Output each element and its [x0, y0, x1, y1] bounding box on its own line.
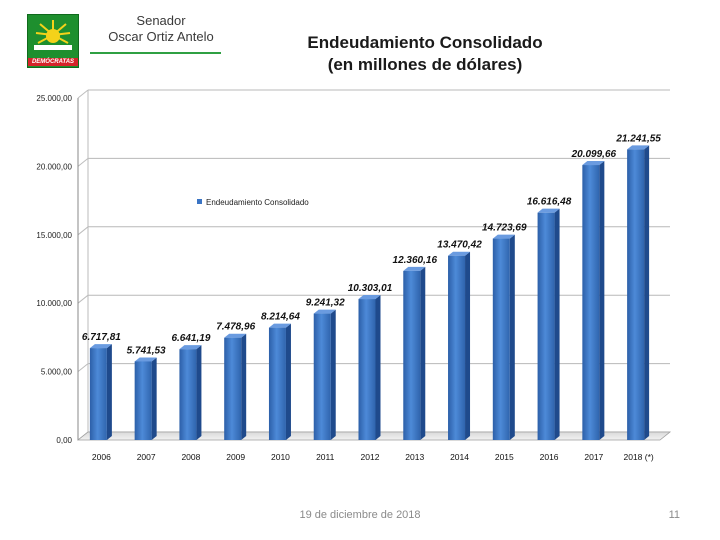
bar [492, 238, 510, 440]
gridline-depth [77, 158, 89, 167]
x-tick-label: 2011 [316, 452, 335, 462]
data-label: 9.241,32 [306, 298, 345, 309]
bar-side [465, 251, 471, 440]
bar-top [313, 309, 336, 314]
x-tick-label: 2006 [92, 452, 111, 462]
sun-icon [34, 20, 72, 50]
bar-top [492, 234, 515, 239]
bar [358, 299, 376, 440]
data-label: 6.717,81 [82, 332, 121, 343]
data-label: 10.303,01 [348, 283, 393, 294]
data-label: 12.360,16 [393, 255, 438, 266]
bar [268, 327, 286, 440]
x-tick-label: 2013 [405, 452, 424, 462]
bar [403, 270, 421, 440]
bar [224, 337, 242, 440]
gridline-depth [77, 363, 89, 372]
bar-top [627, 145, 650, 150]
bar-side [375, 295, 381, 440]
bar [313, 313, 331, 440]
chart-title-block: Endeudamiento Consolidado (en millones d… [250, 32, 600, 76]
x-tick-label: 2008 [181, 452, 200, 462]
gridline-depth [77, 294, 89, 304]
data-label: 8.214,64 [261, 312, 300, 323]
y-tick-label: 0,00 [56, 436, 72, 445]
bar-top [179, 345, 202, 350]
x-tick-label: 2012 [361, 452, 380, 462]
bar-side [509, 234, 515, 440]
bar [537, 212, 555, 440]
bar-top [224, 333, 247, 338]
bar-side [196, 345, 202, 440]
bar [448, 255, 466, 440]
data-label: 14.723,69 [482, 223, 527, 234]
x-tick-label: 2018 (*) [623, 452, 653, 462]
data-label: 21.241,55 [615, 133, 661, 144]
bar [582, 165, 600, 440]
y-tick-label: 20.000,00 [36, 162, 72, 171]
senator-block: Senador Oscar Ortiz Antelo [96, 13, 226, 45]
data-label: 16.616,48 [527, 197, 572, 208]
page-number: 11 [668, 509, 680, 521]
data-label: 6.641,19 [171, 333, 210, 344]
gridline-depth [77, 89, 89, 99]
bar-top [134, 357, 157, 362]
bar-top [358, 295, 381, 300]
bar-side [330, 309, 336, 440]
x-tick-label: 2016 [540, 452, 559, 462]
bar-side [285, 323, 291, 440]
data-label: 20.099,66 [571, 149, 617, 160]
bar-top [448, 251, 471, 256]
bar-side [644, 145, 650, 440]
legend-label: Endeudamiento Consolidado [206, 198, 309, 207]
bar-top [582, 161, 605, 166]
gridline-depth [77, 226, 89, 236]
logo-label: DEMÓCRATAS [28, 58, 78, 66]
bar-top [537, 208, 560, 213]
x-tick-label: 2015 [495, 452, 514, 462]
chart-subtitle: (en millones de dólares) [327, 55, 523, 74]
bar-side [151, 357, 157, 440]
x-tick-label: 2010 [271, 452, 290, 462]
y-tick-label: 5.000,00 [41, 368, 73, 377]
democratas-logo: DEMÓCRATAS [27, 14, 79, 68]
x-tick-label: 2009 [226, 452, 245, 462]
x-tick-label: 2007 [137, 452, 156, 462]
bar-side [241, 333, 247, 440]
bar-side [554, 208, 560, 440]
data-label: 13.470,42 [437, 240, 482, 251]
bar-top [89, 344, 112, 349]
bar [89, 348, 107, 440]
bar-side [599, 161, 605, 440]
bar [179, 349, 197, 440]
data-label: 5.741,53 [127, 345, 166, 356]
senator-label: Senador [136, 13, 186, 28]
bar-side [106, 344, 112, 440]
y-tick-label: 10.000,00 [36, 299, 72, 308]
y-tick-label: 15.000,00 [36, 231, 72, 240]
bar-top [403, 266, 426, 271]
header-divider [90, 52, 221, 54]
footer-date: 19 de diciembre de 2018 [299, 509, 421, 521]
bar-side [420, 266, 426, 440]
y-tick-label: 25.000,00 [36, 94, 72, 103]
x-tick-label: 2017 [584, 452, 603, 462]
senator-name: Oscar Ortiz Antelo [108, 29, 214, 44]
bar [134, 361, 152, 440]
data-label: 7.478,96 [216, 322, 255, 333]
bar [627, 149, 645, 440]
bar-top [268, 323, 291, 328]
x-tick-label: 2014 [450, 452, 469, 462]
legend-swatch [197, 199, 202, 204]
chart-title: Endeudamiento Consolidado [307, 33, 543, 52]
